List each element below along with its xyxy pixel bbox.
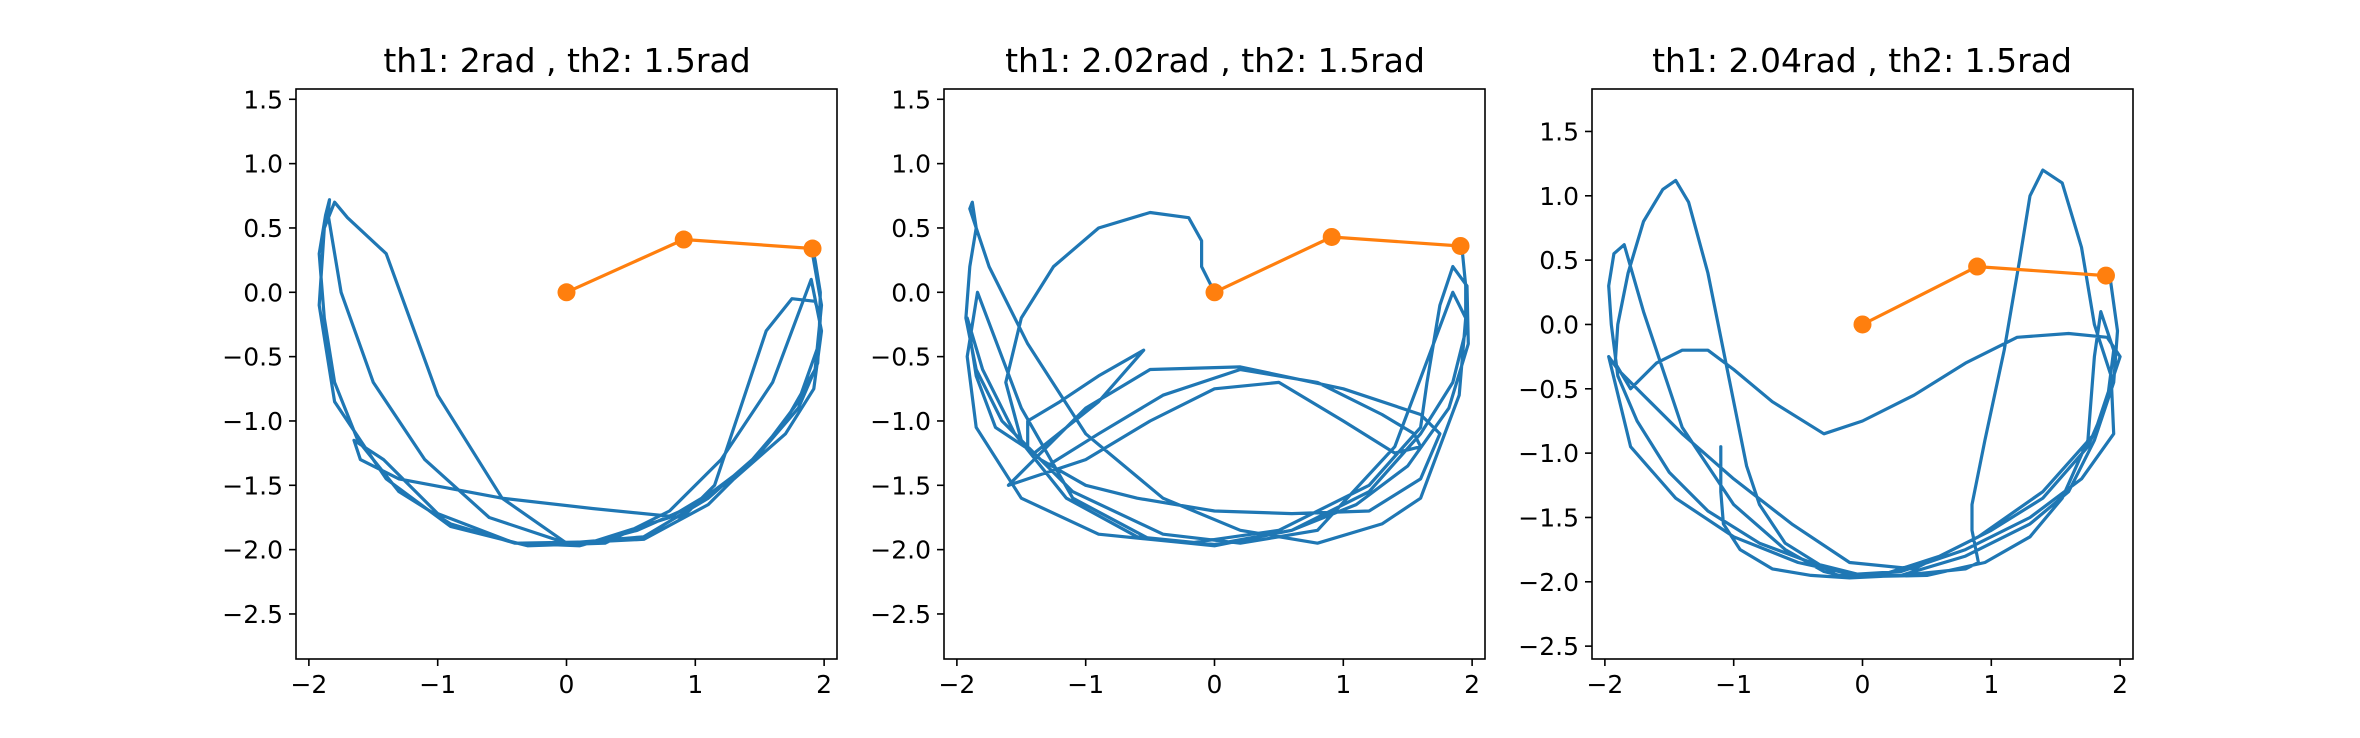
pendulum-joint-marker bbox=[1205, 283, 1224, 302]
trajectory-line bbox=[964, 200, 1470, 548]
subplot-1: th1: 2rad , th2: 1.5rad −2 −1 0 1 2 −2.5… bbox=[222, 41, 838, 699]
subplot-1-ytick-label: −1.5 bbox=[222, 471, 283, 500]
subplot-1-ytick-label: 1.0 bbox=[243, 150, 283, 179]
subplot-2-ytick-label: 0.0 bbox=[891, 278, 931, 307]
subplot-2-xtick-label: 0 bbox=[1207, 670, 1223, 699]
subplot-3-ytick-label: −2.0 bbox=[1518, 568, 1579, 597]
subplot-3-xtick-label: 1 bbox=[1983, 670, 1999, 699]
subplot-2-ytick-label: 1.0 bbox=[891, 150, 931, 179]
subplot-1-xtick-label: 1 bbox=[687, 670, 703, 699]
subplot-3-ytick-label: 0.5 bbox=[1539, 246, 1579, 275]
pendulum-joint-marker bbox=[674, 230, 693, 249]
subplot-2: th1: 2.02rad , th2: 1.5rad −2 −1 0 1 2 −… bbox=[870, 41, 1486, 699]
subplot-3-xtick-label: −1 bbox=[1715, 670, 1752, 699]
subplot-2-ytick-label: −1.0 bbox=[870, 407, 931, 436]
pendulum-joint-marker bbox=[1968, 257, 1987, 276]
subplot-2-ytick-label: −2.5 bbox=[870, 600, 931, 629]
subplot-1-title: th1: 2rad , th2: 1.5rad bbox=[383, 41, 750, 80]
subplot-3-title: th1: 2.04rad , th2: 1.5rad bbox=[1652, 41, 2072, 80]
subplot-1-ytick-label: 0.5 bbox=[243, 214, 283, 243]
subplot-1-ytick-label: 0.0 bbox=[243, 278, 283, 307]
subplot-2-ytick-label: 1.5 bbox=[891, 85, 931, 114]
subplot-3-xtick-label: −2 bbox=[1586, 670, 1623, 699]
subplot-2-xtick-labels: −2 −1 0 1 2 bbox=[938, 670, 1480, 699]
subplot-1-xtick-label: −1 bbox=[419, 670, 456, 699]
pendulum-joint-marker bbox=[1322, 227, 1341, 246]
subplot-3-plot-area bbox=[1592, 89, 2133, 659]
subplot-2-xtick-label: −1 bbox=[1067, 670, 1104, 699]
subplot-3-ytick-label: 1.0 bbox=[1539, 182, 1579, 211]
subplot-3-ytick-labels: −2.5 −2.0 −1.5 −1.0 −0.5 0.0 0.5 1.0 1.5 bbox=[1518, 117, 1579, 661]
subplot-1-xtick-label: −2 bbox=[290, 670, 327, 699]
subplot-2-plot-area bbox=[944, 89, 1485, 659]
subplot-1-ytick-label: −2.5 bbox=[222, 600, 283, 629]
subplot-2-ytick-label: −0.5 bbox=[870, 343, 931, 372]
pendulum-joint-marker bbox=[2096, 266, 2115, 285]
subplot-1-xtick-label: 0 bbox=[559, 670, 575, 699]
subplot-3-ytick-label: −1.0 bbox=[1518, 439, 1579, 468]
subplot-1-ytick-label: −0.5 bbox=[222, 343, 283, 372]
subplot-2-xtick-label: 2 bbox=[1464, 670, 1480, 699]
subplot-2-xtick-label: −2 bbox=[938, 670, 975, 699]
subplot-3-xtick-labels: −2 −1 0 1 2 bbox=[1586, 670, 2128, 699]
subplot-2-ytick-label: −2.0 bbox=[870, 536, 931, 565]
subplot-3-ytick-label: −0.5 bbox=[1518, 375, 1579, 404]
subplot-1-ytick-label: −2.0 bbox=[222, 536, 283, 565]
pendulum-joint-marker bbox=[803, 239, 822, 258]
subplot-1-ytick-label: −1.0 bbox=[222, 407, 283, 436]
subplot-1-plot-area bbox=[296, 89, 837, 659]
pendulum-joint-marker bbox=[1451, 236, 1470, 255]
axes-background bbox=[944, 89, 1485, 659]
subplot-1-xtick-labels: −2 −1 0 1 2 bbox=[290, 670, 832, 699]
subplot-3-xtick-label: 2 bbox=[2112, 670, 2128, 699]
subplot-2-title: th1: 2.02rad , th2: 1.5rad bbox=[1005, 41, 1425, 80]
axes-background bbox=[296, 89, 837, 659]
subplot-3-ytick-label: −1.5 bbox=[1518, 503, 1579, 532]
subplot-1-ytick-labels: −2.5 −2.0 −1.5 −1.0 −0.5 0.0 0.5 1.0 1.5 bbox=[222, 85, 283, 629]
subplot-3-ytick-label: 1.5 bbox=[1539, 117, 1579, 146]
subplot-2-ytick-labels: −2.5 −2.0 −1.5 −1.0 −0.5 0.0 0.5 1.0 1.5 bbox=[870, 85, 931, 629]
subplot-3-xtick-label: 0 bbox=[1855, 670, 1871, 699]
trajectory-line bbox=[317, 198, 824, 548]
subplot-3-ytick-label: −2.5 bbox=[1518, 632, 1579, 661]
subplot-1-ytick-label: 1.5 bbox=[243, 85, 283, 114]
trajectory-line bbox=[1607, 168, 2122, 580]
subplot-2-ytick-label: −1.5 bbox=[870, 471, 931, 500]
subplot-3: th1: 2.04rad , th2: 1.5rad −2 −1 0 1 2 −… bbox=[1518, 41, 2134, 699]
subplot-2-xtick-label: 1 bbox=[1335, 670, 1351, 699]
subplot-1-xtick-label: 2 bbox=[816, 670, 832, 699]
subplot-2-ytick-label: 0.5 bbox=[891, 214, 931, 243]
subplot-3-ytick-label: 0.0 bbox=[1539, 310, 1579, 339]
pendulum-joint-marker bbox=[557, 283, 576, 302]
pendulum-joint-marker bbox=[1853, 315, 1872, 334]
